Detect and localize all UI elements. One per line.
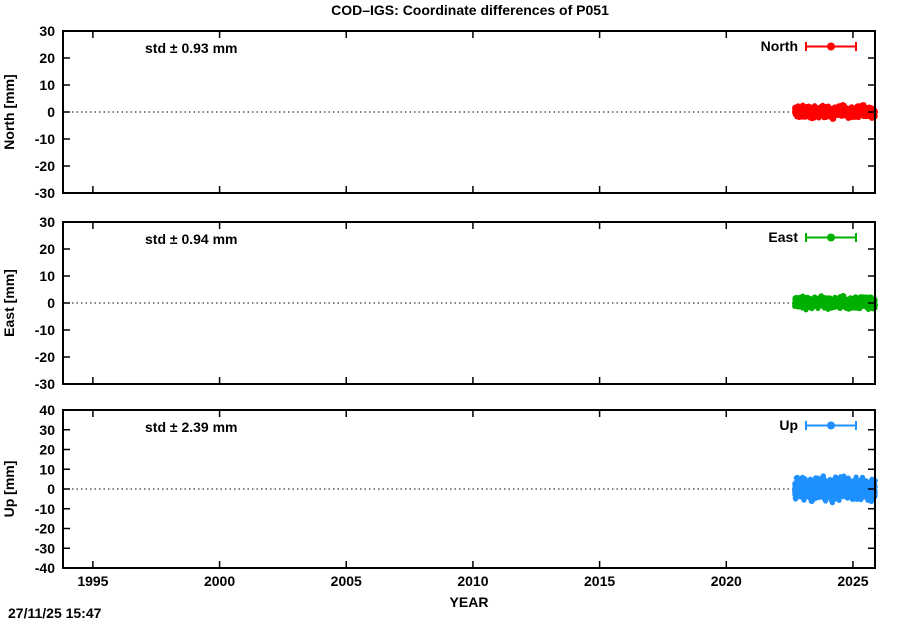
legend-label-east: East xyxy=(768,229,798,245)
panel-up: -40 -30 -20 -10 0 10 20 30 40 Up [mm] std ± 2.39 m… xyxy=(1,402,878,576)
y-tick-label: -30 xyxy=(35,540,55,556)
x-tick-label: 1995 xyxy=(77,573,108,589)
y-tick-label: -10 xyxy=(35,322,55,338)
legend-label-up: Up xyxy=(779,417,798,433)
y-tick-label: 0 xyxy=(47,481,55,497)
y-tick-label: -30 xyxy=(35,376,55,392)
data-point-cloud-up xyxy=(792,473,878,506)
y-tick-label: -10 xyxy=(35,501,55,517)
y-tick-label: 30 xyxy=(39,23,55,39)
y-tick-label: 0 xyxy=(47,104,55,120)
x-axis-title: YEAR xyxy=(450,594,489,610)
x-tick-label: 2000 xyxy=(204,573,235,589)
legend-errorbar-glyph-north xyxy=(805,42,857,51)
y-tick-label: -20 xyxy=(35,521,55,537)
x-tick-label: 2020 xyxy=(711,573,742,589)
y-axis-label-up: Up [mm] xyxy=(1,461,17,518)
legend-errorbar-glyph-up xyxy=(805,421,857,430)
y-tick-label: 10 xyxy=(39,461,55,477)
timestamp: 27/11/25 15:47 xyxy=(8,605,102,621)
y-tick-label: 0 xyxy=(47,295,55,311)
y-tick-label: -10 xyxy=(35,131,55,147)
x-tick-label: 2025 xyxy=(837,573,868,589)
y-tick-label: 20 xyxy=(39,50,55,66)
data-point-cloud-east xyxy=(792,293,878,313)
legend-errorbar-glyph-east xyxy=(805,233,857,242)
y-tick-label: 10 xyxy=(39,268,55,284)
data-point-cloud-north xyxy=(792,102,878,122)
y-axis-label-north: North [mm] xyxy=(1,74,17,149)
y-tick-label: 30 xyxy=(39,214,55,230)
y-axis-label-east: East [mm] xyxy=(1,269,17,337)
y-tick-label: 20 xyxy=(39,442,55,458)
y-tick-label: 20 xyxy=(39,241,55,257)
chart-title: COD–IGS: Coordinate differences of P051 xyxy=(331,2,609,18)
y-tick-label: -40 xyxy=(35,560,55,576)
x-tick-label: 2010 xyxy=(457,573,488,589)
y-tick-label: -20 xyxy=(35,349,55,365)
x-axis: 1995 2000 2005 2010 2015 2020 2025 YEAR xyxy=(77,573,868,610)
y-tick-label: 40 xyxy=(39,402,55,418)
y-tick-label: 10 xyxy=(39,77,55,93)
x-tick-label: 2015 xyxy=(584,573,615,589)
legend-label-north: North xyxy=(761,38,798,54)
std-label-north: std ± 0.93 mm xyxy=(145,40,238,56)
std-label-up: std ± 2.39 mm xyxy=(145,419,238,435)
y-tick-label: -20 xyxy=(35,158,55,174)
std-label-east: std ± 0.94 mm xyxy=(145,231,238,247)
y-tick-label: 30 xyxy=(39,422,55,438)
panel-north: -30 -20 -10 0 10 20 30 North [mm] std ± 0.93 mm N… xyxy=(1,23,878,201)
y-tick-label: -30 xyxy=(35,185,55,201)
x-tick-label: 2005 xyxy=(331,573,362,589)
panel-east: -30 -20 -10 0 10 20 30 East [mm] std ± 0.94 mm Ea… xyxy=(1,214,878,392)
